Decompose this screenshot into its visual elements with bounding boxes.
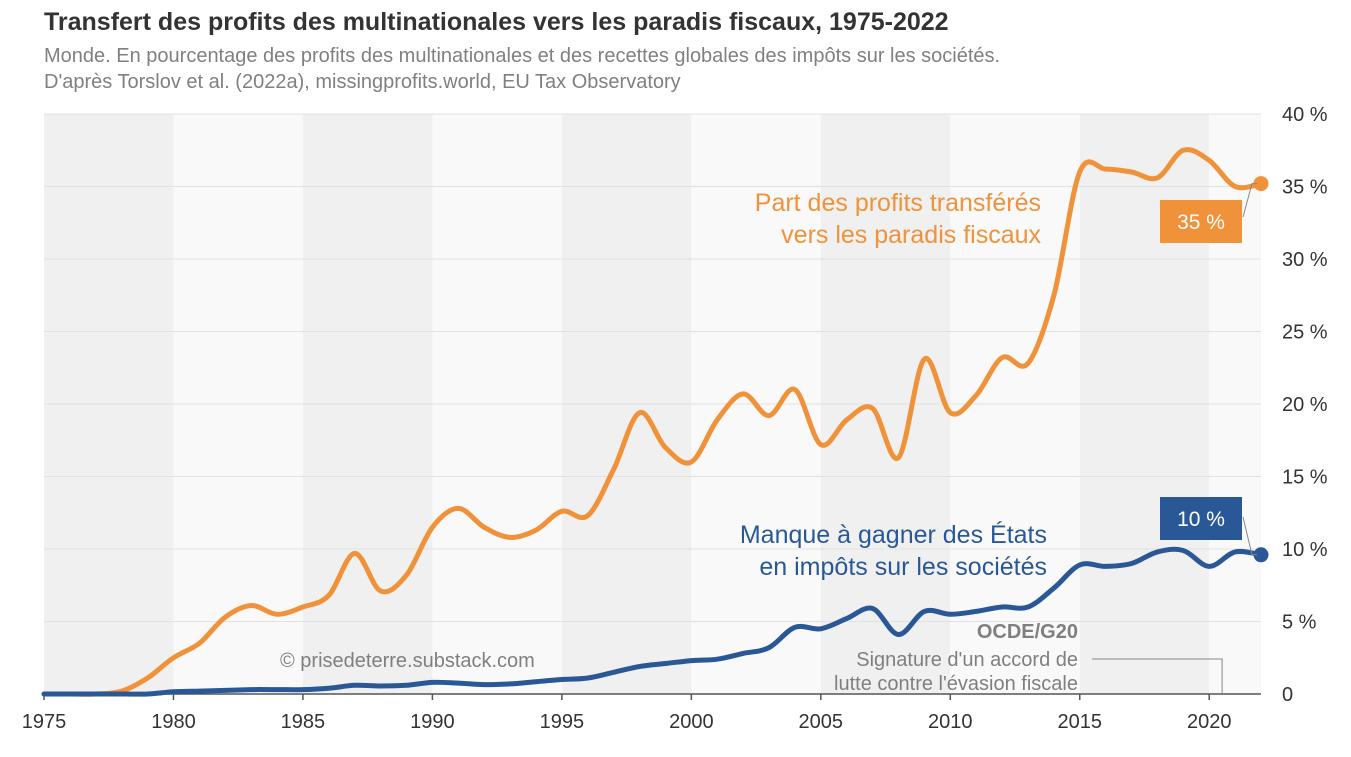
x-tick-label: 2015 [1057,711,1102,733]
end-label-connector [1242,183,1257,218]
chart-source: D'après Torslov et al. (2022a), missingp… [44,71,681,93]
x-tick-label: 1975 [22,711,67,733]
series-label: en impôts sur les sociétés [759,553,1047,581]
x-tick-label: 2000 [669,711,714,733]
credit-text: © prisedeterre.substack.com [280,650,535,672]
y-tick-label: 40 % [1282,104,1328,126]
y-tick-label: 15 % [1282,467,1328,489]
end-label-connector [1242,516,1257,556]
y-tick-label: 30 % [1282,249,1328,271]
x-tick-label: 1985 [281,711,326,733]
event-description-line-1: Signature d'un accord de [856,649,1078,671]
x-tick-label: 1980 [151,711,196,733]
y-tick-label: 5 % [1282,612,1317,634]
series-end-marker [1253,176,1269,192]
series-label: Part des profits transférés [755,189,1041,217]
x-tick-label: 2005 [799,711,844,733]
event-connector [1092,658,1223,693]
event-title: OCDE/G20 [977,621,1078,643]
x-tick-label: 2020 [1187,711,1232,733]
series-end-marker [1253,547,1269,563]
y-tick-label: 10 % [1282,539,1328,561]
x-tick-label: 2010 [928,711,973,733]
chart-subtitle: Monde. En pourcentage des profits des mu… [44,45,1001,67]
series-line [41,546,1264,697]
end-label-box [1160,200,1242,243]
end-label-value: 10 % [1177,508,1225,531]
x-tick-label: 1990 [410,711,455,733]
y-tick-label: 35 % [1282,177,1328,199]
x-tick-label: 1995 [540,711,585,733]
series-label: Manque à gagner des États [740,520,1047,549]
series-label: vers les paradis fiscaux [781,221,1041,249]
end-label-value: 35 % [1177,211,1225,234]
event-description-line-2: lutte contre l'évasion fiscale [834,673,1078,695]
y-tick-label: 20 % [1282,394,1328,416]
series-line [41,147,1264,697]
chart-title: Transfert des profits des multinationale… [44,8,949,36]
end-label-box [1160,497,1242,540]
y-tick-label: 0 [1282,684,1293,706]
y-tick-label: 25 % [1282,322,1328,344]
